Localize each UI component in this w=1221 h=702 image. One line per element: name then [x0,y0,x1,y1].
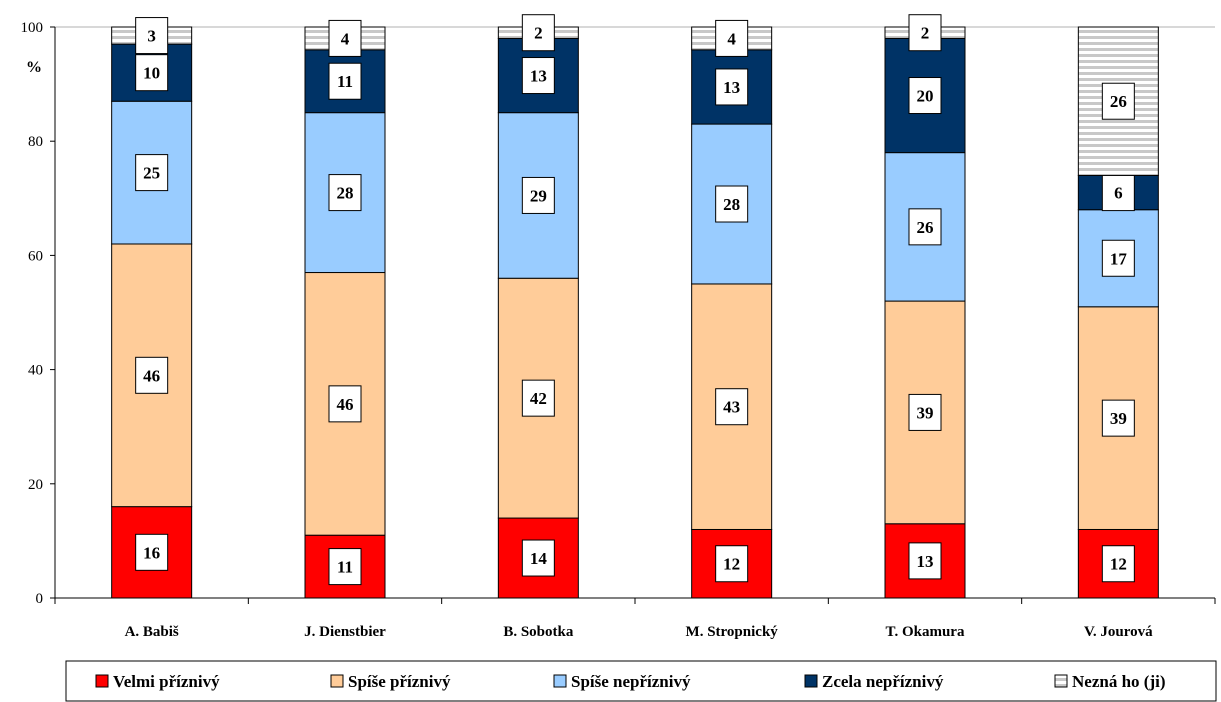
data-label: 17 [1110,249,1128,268]
data-label-box [908,77,942,115]
x-tick-label: V. Jourová [1084,624,1153,640]
data-label: 46 [143,366,160,385]
y-tick-label: 80 [28,134,43,150]
x-tick-label: B. Sobotka [503,624,574,640]
data-label-box [135,54,169,92]
data-label-box [521,176,555,214]
data-label: 28 [723,195,740,214]
data-label: 2 [921,24,930,43]
data-label: 11 [337,72,353,91]
data-label: 39 [1110,409,1127,428]
data-label-box [1101,399,1135,437]
data-label: 28 [337,184,354,203]
y-tick-label: 20 [28,477,43,493]
data-label: 13 [917,552,934,571]
data-label-box [908,208,942,246]
data-label-box [521,539,555,577]
data-label: 11 [337,558,353,577]
x-tick-label: J. Dienstbier [304,624,386,640]
y-tick-label: 100 [21,20,44,36]
y-tick-label: 0 [36,591,44,607]
data-label-box [715,545,749,583]
legend-label: Velmi příznivý [113,672,220,691]
legend-swatch [1054,674,1068,688]
legend-label: Spíše příznivý [348,672,451,691]
data-label: 6 [1114,184,1123,203]
data-label-box [328,19,362,57]
data-label: 29 [530,186,547,205]
legend-swatch [330,674,344,688]
data-label-box [328,548,362,586]
data-label-box [715,19,749,57]
data-label: 39 [917,403,934,422]
y-axis-label: % [26,59,42,76]
data-label-box [1101,82,1135,120]
data-label: 4 [341,29,350,48]
data-label-box [521,379,555,417]
data-label: 10 [143,64,160,83]
data-label-box [521,14,555,52]
data-label: 2 [534,24,543,43]
data-label: 26 [917,218,934,237]
x-tick-label: T. Okamura [886,624,965,640]
data-label-box [908,542,942,580]
data-label: 13 [530,67,547,86]
data-label: 26 [1110,92,1127,111]
data-label: 4 [727,29,736,48]
data-label-box [1101,545,1135,583]
data-label-box [908,393,942,431]
data-label-box [135,154,169,192]
legend-box [65,660,1217,702]
data-label-box [135,533,169,571]
data-label-box [328,62,362,100]
data-label: 13 [723,78,740,97]
legend-label: Nezná ho (ji) [1072,672,1165,691]
data-label-box [1101,239,1135,277]
data-label-box [715,185,749,223]
data-label-box [328,385,362,423]
data-label: 3 [147,27,156,46]
data-label-box [715,68,749,106]
legend-swatch [804,674,818,688]
data-label: 20 [917,87,934,106]
data-label: 12 [1110,555,1127,574]
x-tick-label: M. Stropnický [686,624,779,640]
data-label: 46 [337,395,354,414]
data-label-box [1101,174,1135,212]
legend: Velmi příznivý Spíše příznivý Spíše nepříz… [95,672,1165,691]
data-label: 25 [143,164,160,183]
data-label-box [135,17,169,55]
bar-segment [304,49,386,114]
x-tick-label: A. Babiš [125,624,179,640]
y-tick-label: 40 [28,363,43,379]
data-label: 12 [723,555,740,574]
data-label-box [521,57,555,95]
data-label-box [135,356,169,394]
legend-label: Spíše nepříznivý [571,672,691,691]
data-label: 14 [530,549,548,568]
legend-swatch [95,674,109,688]
data-label-box [715,388,749,426]
legend-label: Zcela nepříznivý [822,672,944,691]
data-label-box [328,174,362,212]
data-label: 43 [723,398,740,417]
legend-swatch [553,674,567,688]
data-label-box [908,14,942,52]
data-label: 42 [530,389,547,408]
y-tick-label: 60 [28,248,43,264]
data-label: 16 [143,543,160,562]
